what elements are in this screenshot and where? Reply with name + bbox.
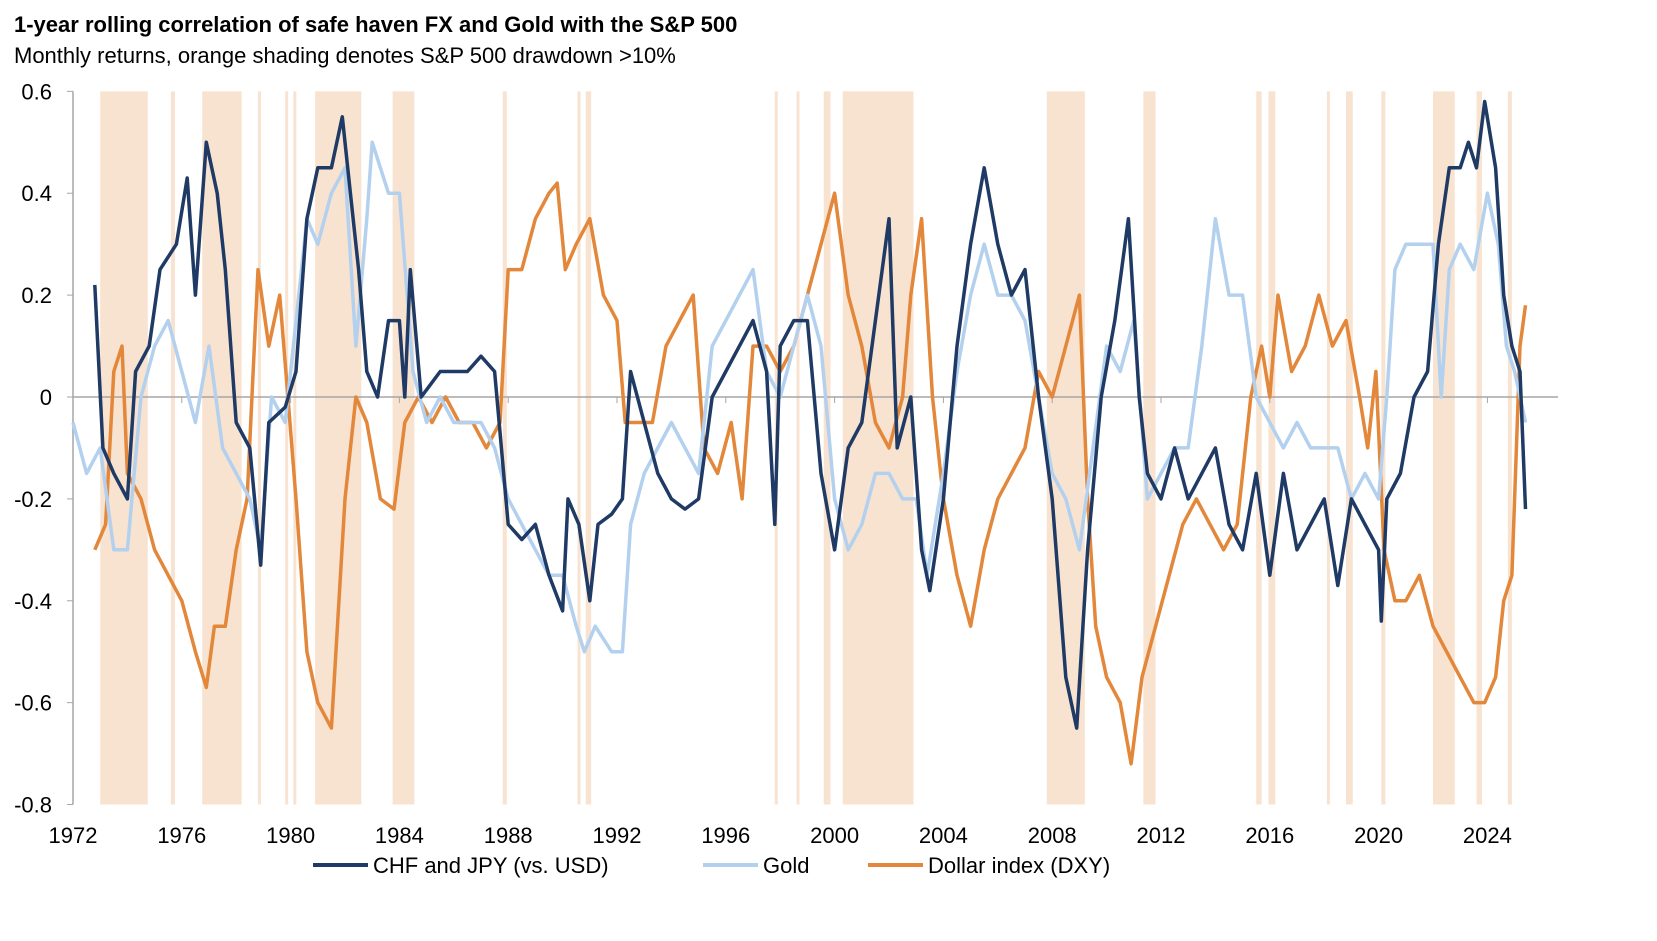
x-tick-label: 2012	[1137, 823, 1186, 848]
x-tick-label: 2000	[810, 823, 859, 848]
x-tick-label: 1996	[701, 823, 750, 848]
chart-title: 1-year rolling correlation of safe haven…	[14, 12, 738, 37]
x-tick-label: 2024	[1463, 823, 1512, 848]
x-tick-label: 1980	[266, 823, 315, 848]
y-tick-label: 0.2	[21, 283, 52, 308]
y-tick-label: -0.8	[14, 793, 52, 818]
series-line-gold	[71, 140, 1528, 654]
drawdown-shading	[257, 91, 261, 805]
drawdown-shading	[100, 91, 148, 805]
drawdown-shading	[1345, 91, 1353, 805]
drawdown-shading	[285, 91, 289, 805]
drawdown-shading	[293, 91, 297, 805]
x-tick-label: 2004	[919, 823, 968, 848]
x-tick-label: 1976	[157, 823, 206, 848]
y-tick-label: 0.4	[21, 181, 52, 206]
x-tick-label: 2008	[1028, 823, 1077, 848]
drawdown-shading	[1268, 91, 1276, 805]
drawdown-shading	[315, 91, 362, 805]
drawdown-shading	[1476, 91, 1482, 805]
y-tick-label: -0.2	[14, 487, 52, 512]
x-tick-label: 2016	[1245, 823, 1294, 848]
x-tick-label: 2020	[1354, 823, 1403, 848]
x-tick-label: 1988	[484, 823, 533, 848]
y-tick-label: -0.4	[14, 589, 52, 614]
legend-label: CHF and JPY (vs. USD)	[373, 853, 609, 878]
series-line-dxy	[93, 181, 1528, 766]
drawdown-shading	[823, 91, 831, 805]
legend-label: Dollar index (DXY)	[928, 853, 1110, 878]
chart-subtitle: Monthly returns, orange shading denotes …	[14, 43, 676, 68]
drawdown-shading	[170, 91, 175, 805]
series-line-chf-jpy	[93, 99, 1528, 730]
drawdown-shading	[842, 91, 914, 805]
x-tick-label: 1992	[593, 823, 642, 848]
drawdown-shading	[502, 91, 507, 805]
y-tick-label: -0.6	[14, 691, 52, 716]
drawdown-shading	[392, 91, 415, 805]
drawdown-shading	[1143, 91, 1156, 805]
x-tick-label: 1984	[375, 823, 424, 848]
drawdown-shading	[585, 91, 592, 805]
y-tick-label: 0.6	[21, 79, 52, 104]
x-tick-label: 1972	[49, 823, 98, 848]
drawdown-shading	[1256, 91, 1262, 805]
y-tick-label: 0	[40, 385, 52, 410]
legend-label: Gold	[763, 853, 809, 878]
drawdown-shading	[577, 91, 581, 805]
drawdown-shading	[796, 91, 800, 805]
drawdown-shading	[1507, 91, 1512, 805]
